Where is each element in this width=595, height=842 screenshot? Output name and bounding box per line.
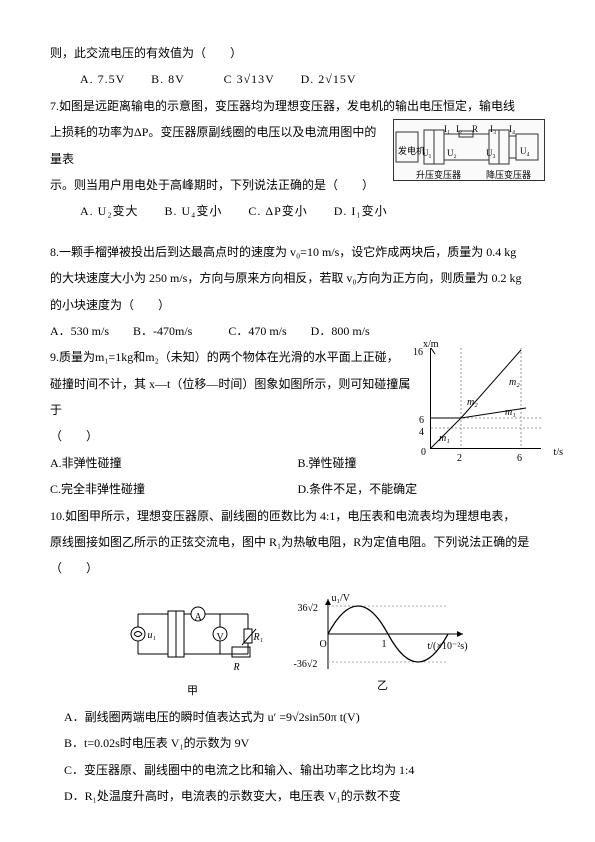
x2: 2: [457, 448, 462, 470]
xt-graph: x/m 16 6 4 2 6 t/s m₂ m₂ m₁ m₁ 0: [422, 344, 545, 449]
lbl-i3: I₃: [490, 120, 496, 140]
lbl-u2: U₂: [447, 144, 457, 164]
q8-l1: 8.一颗手榴弹被投出后到达最高点时的速度为 v₀=10 m/s，设它炸成两块后，…: [50, 239, 545, 265]
q8-options: A．530 m/s B．-470m/s C．470 m/s D．800 m/s: [50, 318, 545, 344]
c-v: V: [217, 627, 224, 649]
yl: x/m: [423, 334, 439, 356]
q10-l3: （ ）: [50, 555, 545, 581]
q7-options: A. U₂变大 B. U₄变小 C. ΔP变小 D. I₁变小: [50, 198, 545, 224]
s-cap: 乙: [298, 674, 468, 698]
q10-c: C．变压器原、副线圈中的电流之比和输入、输出功率之比均为 1:4: [50, 757, 545, 783]
s-x1: 1: [382, 634, 387, 656]
s-ymax: 36√2: [298, 598, 319, 620]
s-xu: t/(×10⁻²s): [428, 636, 468, 658]
transformer-diagram: 发电机 U₁ U₂ U₃ U₄ I₁ I₂ R I₃ I₄ 升压变压器 降压变压…: [393, 119, 545, 181]
lbl-i2: I₂: [456, 120, 462, 140]
c-a: A: [195, 607, 202, 629]
lbl-i1: I₁: [444, 120, 450, 140]
circuit-diagram: u₁ A V R R₁ 甲: [128, 599, 258, 679]
s-o: O: [320, 634, 327, 656]
cap-r: 降压变压器: [486, 166, 531, 186]
lbl-i4: I₄: [509, 120, 515, 140]
y4: 4: [419, 422, 424, 444]
s-ymin: -36√2: [294, 654, 318, 676]
q6-stem: 则，此交流电压的有效值为（ ）: [50, 40, 545, 66]
s-yl: u₁/V: [332, 588, 351, 610]
q10-d: D．R₁处温度升高时，电流表的示数变大，电压表 V₁的示数不变: [50, 783, 545, 809]
q7-l1: 7.如图是远距离输电的示意图，变压器均为理想变压器，发电机的输出电压恒定，输电线: [50, 93, 545, 119]
m2b: m₂: [509, 372, 520, 394]
q10-l2: 原线圈接如图乙所示的正弦交流电，图中 R₁为热敏电阻，R为定值电阻。下列说法正确…: [50, 529, 545, 555]
c-cap: 甲: [128, 679, 258, 703]
lbl-gen: 发电机: [398, 142, 425, 162]
x6: 6: [517, 448, 522, 470]
q6-options: A. 7.5V B. 8V C 3√13V D. 2√15V: [50, 66, 545, 92]
q8-l2: 的大块速度大小为 250 m/s，方向与原来方向相反，若取 v₀方向为正方向，则…: [50, 265, 545, 291]
q10-a: A．副线圈两端电压的瞬时值表达式为 u′ =9√2sin50π t(V): [50, 704, 545, 730]
m1b: m₁: [505, 402, 516, 424]
m2a: m₂: [467, 392, 478, 414]
cap-l: 升压变压器: [416, 166, 461, 186]
sine-diagram: u₁/V 36√2 -36√2 O 1 t/(×10⁻²s) 乙: [298, 594, 468, 684]
q9-d: D.条件不足，不能确定: [298, 476, 546, 502]
m1a: m₁: [439, 428, 450, 450]
c-u1: u₁: [148, 625, 156, 647]
q8-l3: 的小块速度为（ ）: [50, 292, 545, 318]
q9-a: A.非弹性碰撞: [50, 450, 298, 476]
lbl-u4: U₄: [520, 142, 530, 162]
q9-c: C.完全非弹性碰撞: [50, 476, 298, 502]
y16: 16: [413, 342, 423, 364]
origin: 0: [421, 442, 426, 464]
c-rt: R₁: [254, 627, 264, 649]
lbl-u3: U₃: [486, 144, 496, 164]
c-r: R: [234, 657, 240, 679]
lbl-u1: U₁: [422, 144, 432, 164]
lbl-r: R: [472, 120, 478, 140]
xl: t/s: [554, 442, 563, 464]
q10-b: B．t=0.02s时电压表 V₁的示数为 9V: [50, 730, 545, 756]
q10-l1: 10.如图甲所示，理想变压器原、副线圈的匝数比为 4:1，电压表和电流表均为理想…: [50, 503, 545, 529]
